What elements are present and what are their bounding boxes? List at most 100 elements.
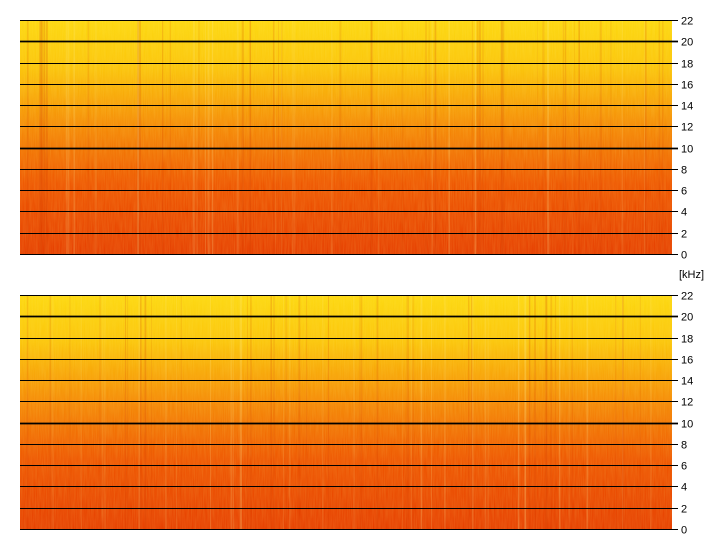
heatmap-streak	[139, 20, 141, 254]
y-tick-label-22: 22	[681, 16, 693, 28]
heatmap-streak	[622, 295, 624, 529]
heatmap-streak	[165, 295, 167, 529]
heatmap-streak	[285, 295, 288, 529]
heatmap-streak	[104, 295, 106, 529]
heatmap-streak	[45, 20, 48, 254]
heatmap-streak	[151, 295, 152, 529]
heatmap-streak	[291, 20, 294, 254]
heatmap-streak	[124, 295, 127, 529]
heatmap-streak	[249, 20, 251, 254]
heatmap-streak	[69, 295, 71, 529]
heatmap-streak	[207, 20, 210, 254]
heatmap-streak	[298, 295, 301, 529]
heatmap-streak	[578, 20, 580, 254]
heatmap-streak	[410, 295, 412, 529]
heatmap-streak	[599, 20, 602, 254]
heatmap-streak	[448, 20, 450, 254]
heatmap-streak	[550, 295, 553, 529]
heatmap-streak	[281, 20, 282, 254]
heatmap-streak	[547, 20, 550, 254]
heatmap-streak	[420, 295, 423, 529]
y-tick-label-2: 2	[681, 229, 687, 241]
spectrogram-panel-1: 0 2 4 6 8 10 12 14 16 18 20 22	[20, 16, 693, 262]
heatmap-streak	[339, 20, 342, 254]
heatmap-streak	[537, 20, 538, 254]
heatmap-texture	[20, 295, 672, 529]
heatmap-streak	[353, 295, 355, 529]
heatmap-streak	[610, 20, 612, 254]
heatmap-streak	[327, 295, 330, 529]
heatmap-streak	[482, 20, 484, 254]
heatmap-streak	[247, 295, 248, 529]
heatmap-streak	[42, 20, 44, 254]
heatmap-streak	[26, 20, 29, 254]
heatmap-streak	[144, 295, 147, 529]
heatmap-streak	[26, 295, 29, 529]
heatmap-streak	[586, 295, 589, 529]
heatmap-streak	[434, 20, 437, 254]
heatmap-streak	[230, 295, 232, 529]
heatmap-streak	[137, 20, 139, 254]
y-tick-label-4: 4	[681, 482, 687, 494]
heatmap-streak	[281, 20, 283, 254]
y-tick-label-12: 12	[681, 397, 693, 409]
heatmap-streak	[644, 20, 646, 254]
heatmap-streak	[49, 295, 52, 529]
heatmap-streak	[236, 20, 239, 254]
heatmap-streak	[639, 295, 641, 529]
heatmap-streak	[658, 20, 661, 254]
heatmap-streak	[322, 295, 324, 529]
heatmap-streak	[278, 20, 279, 254]
heatmap-streak	[644, 20, 647, 254]
heatmap-streak	[44, 20, 45, 254]
heatmap-streak	[544, 295, 547, 529]
heatmap-streak	[94, 20, 97, 254]
heatmap-streak	[534, 295, 536, 529]
y-tick-label-6: 6	[681, 461, 687, 473]
heatmap-streak	[99, 295, 102, 529]
heatmap-streak	[359, 295, 361, 529]
heatmap-streak	[51, 295, 54, 529]
heatmap-streak	[554, 295, 557, 529]
heatmap-streak	[101, 295, 104, 529]
heatmap-streak	[196, 20, 198, 254]
y-tick-label-18: 18	[681, 334, 693, 346]
heatmap-streak	[484, 295, 487, 529]
heatmap-streak	[68, 20, 70, 254]
heatmap-streak	[406, 295, 409, 529]
heatmap-streak	[306, 295, 308, 529]
y-tick-label-16: 16	[681, 355, 693, 367]
heatmap-streak	[562, 20, 565, 254]
heatmap-streak	[137, 20, 139, 254]
heatmap-streak	[542, 20, 545, 254]
y-tick-label-12: 12	[681, 122, 693, 134]
heatmap-streak	[402, 295, 403, 529]
heatmap-streak	[289, 295, 291, 529]
heatmap-streak	[198, 20, 200, 254]
heatmap-streak	[250, 20, 252, 254]
y-tick-label-8: 8	[681, 165, 687, 177]
heatmap-streak	[43, 20, 45, 254]
y-tick-label-0: 0	[681, 525, 687, 537]
heatmap-streak	[650, 295, 652, 529]
y-tick-label-20: 20	[681, 312, 693, 324]
heatmap-streak	[210, 295, 211, 529]
heatmap-streak	[568, 295, 570, 529]
y-tick-label-4: 4	[681, 207, 687, 219]
heatmap-streak	[565, 20, 567, 254]
y-tick-label-18: 18	[681, 59, 693, 71]
heatmap-streak	[571, 295, 573, 529]
heatmap-streak	[273, 20, 275, 254]
heatmap-streak	[41, 20, 42, 254]
heatmap-streak	[546, 295, 548, 529]
heatmap-streak	[138, 295, 141, 529]
heatmap-streak	[471, 295, 474, 529]
heatmap-streak	[378, 20, 380, 254]
heatmap-streak	[294, 20, 296, 254]
heatmap-streak	[376, 295, 379, 529]
heatmap-streak	[444, 295, 446, 529]
heatmap-streak	[474, 20, 477, 254]
heatmap-streak	[528, 295, 531, 529]
heatmap-streak	[431, 20, 433, 254]
